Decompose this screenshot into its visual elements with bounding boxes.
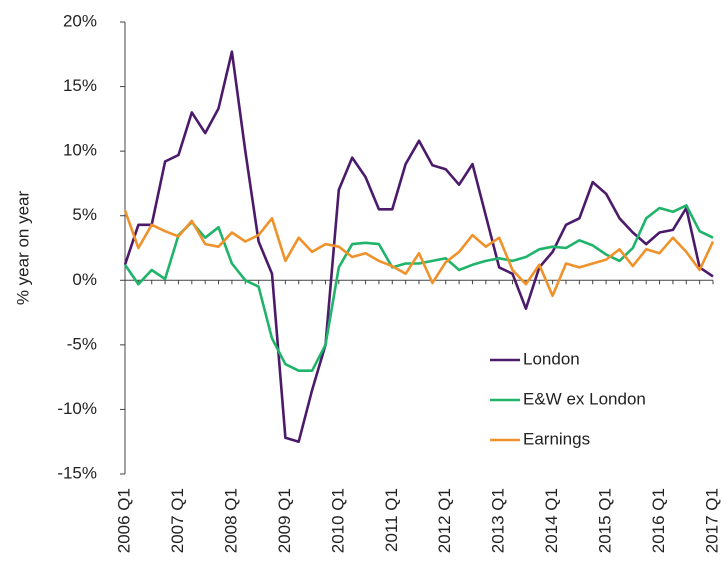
legend-label: London <box>523 349 580 368</box>
legend-label: E&W ex London <box>523 389 646 408</box>
y-tick-label: -5% <box>67 334 97 353</box>
x-tick-label: 2016 Q1 <box>649 488 668 553</box>
y-tick-label: 5% <box>72 205 97 224</box>
legend-label: Earnings <box>523 429 590 448</box>
y-tick-label: -10% <box>57 399 97 418</box>
y-tick-label: 10% <box>63 141 97 160</box>
x-tick-label: 2009 Q1 <box>275 488 294 553</box>
series-line <box>123 50 714 443</box>
x-tick-label: 2015 Q1 <box>596 488 615 553</box>
x-tick-label: 2007 Q1 <box>168 488 187 553</box>
x-tick-label: 2017 Q1 <box>702 488 721 553</box>
x-tick-label: 2011 Q1 <box>382 488 401 552</box>
series-line <box>123 204 714 372</box>
y-tick-label: 15% <box>63 76 97 95</box>
x-tick-label: 2014 Q1 <box>542 488 561 553</box>
series-line <box>123 210 715 298</box>
x-tick-label: 2006 Q1 <box>114 488 133 553</box>
y-tick-label: 20% <box>63 11 97 30</box>
y-tick-label: 0% <box>72 270 97 289</box>
x-tick-label: 2012 Q1 <box>435 488 454 553</box>
x-tick-label: 2013 Q1 <box>489 488 508 553</box>
x-tick-label: 2010 Q1 <box>328 488 347 553</box>
y-axis-label: % year on year <box>13 190 32 305</box>
y-tick-label: -15% <box>57 463 97 482</box>
x-tick-label: 2008 Q1 <box>221 488 240 553</box>
